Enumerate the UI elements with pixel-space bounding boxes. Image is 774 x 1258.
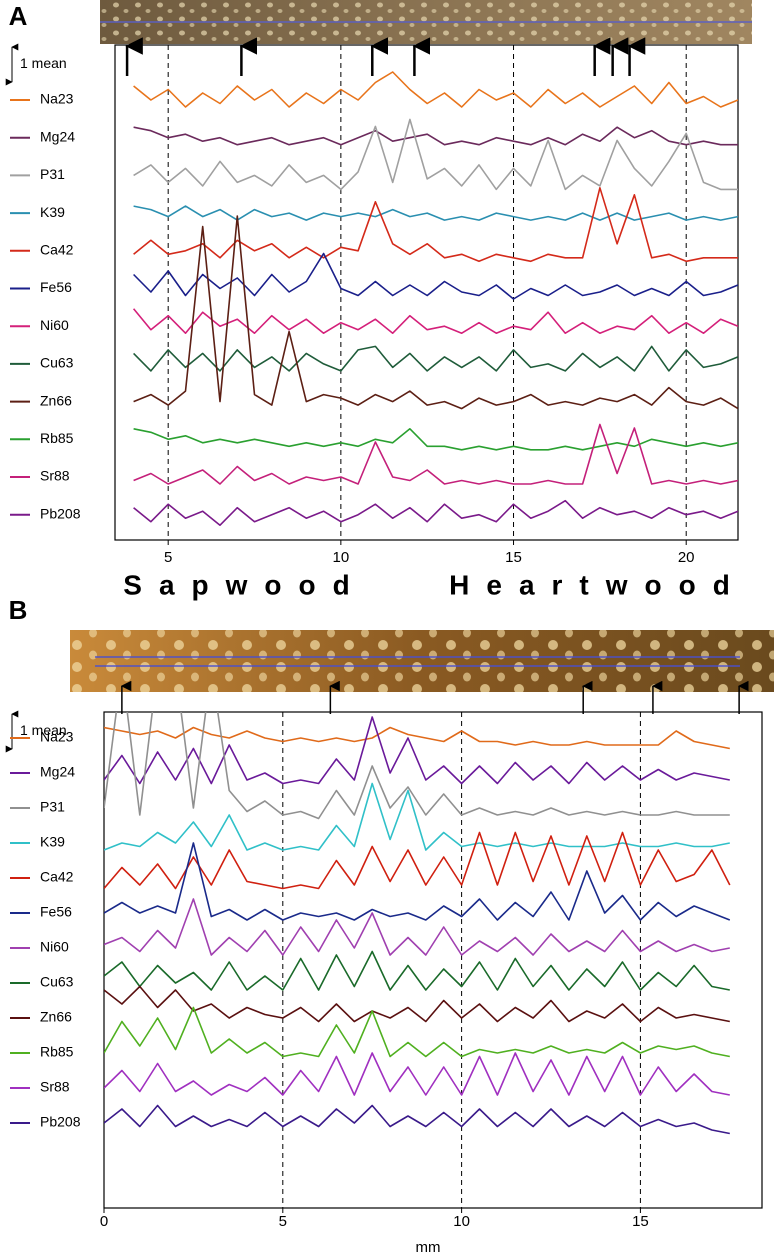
trace — [133, 428, 738, 451]
legend-label: Zn66 — [40, 392, 72, 408]
trace — [104, 712, 730, 820]
legend-label: Rb85 — [40, 430, 74, 446]
legend-label: Na23 — [40, 729, 74, 745]
legend-label: Fe56 — [40, 904, 72, 920]
scale-bar-label: 1 mean — [20, 722, 67, 738]
legend-label: Pb208 — [40, 1114, 81, 1130]
legend-label: Mg24 — [40, 764, 75, 780]
legend-label: Ni60 — [40, 317, 69, 333]
legend-label: Sr88 — [40, 1079, 70, 1095]
trace — [104, 1104, 730, 1135]
photo-label: Sapwood — [123, 569, 366, 600]
traces — [132, 71, 738, 526]
legend-label: Na23 — [40, 91, 74, 107]
legend-label: Cu63 — [40, 974, 74, 990]
trace — [133, 205, 738, 221]
legend-label: K39 — [40, 204, 65, 220]
legend-label: P31 — [40, 166, 65, 182]
trace — [133, 126, 738, 146]
trace — [104, 726, 730, 750]
x-axis-label: mm — [416, 1239, 441, 1256]
traces — [104, 712, 731, 1135]
trace — [104, 1052, 730, 1096]
panel-label: B — [9, 595, 28, 625]
trace — [132, 308, 738, 334]
trace — [104, 782, 730, 851]
x-tick-label: 15 — [632, 1213, 649, 1230]
photo-strip-a — [100, 0, 752, 44]
trace — [104, 898, 730, 956]
legend-label: Ni60 — [40, 939, 69, 955]
panel-label: A — [9, 1, 28, 31]
legend-label: Rb85 — [40, 1044, 74, 1060]
x-tick-label: 5 — [164, 549, 172, 566]
photo-label: Heartwood — [449, 569, 747, 600]
legend-label: Pb208 — [40, 505, 81, 521]
legend-label: Cu63 — [40, 355, 74, 371]
trace — [104, 842, 731, 921]
trace — [133, 423, 738, 485]
plot-frame — [103, 711, 763, 1209]
x-tick-label: 10 — [453, 1213, 470, 1230]
trace — [133, 252, 738, 300]
legend-label: Sr88 — [40, 468, 70, 484]
legend-label: Zn66 — [40, 1009, 72, 1025]
trace — [104, 1006, 730, 1058]
x-tick-label: 15 — [505, 549, 522, 566]
legend-label: Ca42 — [40, 242, 74, 258]
trace — [133, 499, 738, 526]
photo-strip-b — [70, 630, 774, 692]
trace — [104, 985, 730, 1023]
trace — [133, 118, 738, 191]
trace — [133, 187, 738, 263]
trace — [104, 950, 730, 991]
trace — [104, 831, 731, 890]
trace — [133, 215, 738, 410]
legend-label: Ca42 — [40, 869, 74, 885]
x-tick-label: 20 — [678, 549, 695, 566]
trace — [104, 716, 730, 785]
trace — [133, 345, 738, 372]
legend-label: Fe56 — [40, 279, 72, 295]
x-tick-label: 10 — [333, 549, 350, 566]
x-tick-label: 5 — [279, 1213, 287, 1230]
x-tick-label: 0 — [100, 1213, 108, 1230]
legend-label: Mg24 — [40, 128, 75, 144]
trace — [133, 71, 738, 108]
legend-label: P31 — [40, 799, 65, 815]
legend-label: K39 — [40, 834, 65, 850]
scale-bar-label: 1 mean — [20, 55, 67, 71]
